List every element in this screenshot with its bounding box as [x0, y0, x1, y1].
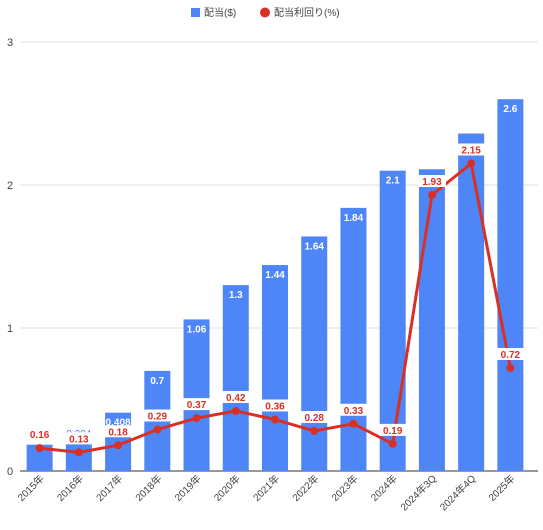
x-tick-label: 2025年	[486, 472, 518, 504]
x-tick-label: 2023年	[329, 472, 361, 504]
y-tick-label: 3	[7, 37, 13, 49]
bar	[418, 169, 445, 471]
x-tick-label: 2024年4Q	[437, 472, 479, 514]
line-value-label: 2.15	[461, 146, 481, 157]
legend: 配当($) 配当利回り(%)	[191, 6, 340, 19]
bar	[340, 207, 367, 471]
line-point	[467, 159, 476, 168]
line-value-label: 0.37	[187, 400, 207, 411]
line-point	[153, 425, 162, 434]
line-series	[35, 159, 515, 457]
line-point	[349, 419, 358, 428]
y-tick-label: 2	[7, 180, 13, 192]
line-value-label: 0.19	[383, 426, 403, 437]
bar-value-label: 1.84	[344, 213, 364, 224]
x-tick-label: 2018年	[132, 472, 164, 504]
line-label-background	[182, 398, 211, 411]
bar	[65, 441, 92, 471]
line-point	[231, 406, 240, 415]
bar	[301, 236, 328, 471]
line-label-background	[378, 423, 407, 436]
x-tick-label: 2022年	[289, 472, 321, 504]
legend-label-bar: 配当($)	[204, 6, 236, 19]
x-tick-label: 2020年	[211, 472, 243, 504]
y-tick-label: 0	[7, 466, 13, 478]
bar-value-label: 1.06	[187, 324, 207, 335]
line-point	[427, 191, 436, 200]
x-tick-label: 2021年	[250, 472, 282, 504]
bar-value-label: 0.408	[106, 418, 131, 429]
bar-value-label: 2.6	[503, 104, 517, 115]
bar-value-label: 2.1	[386, 176, 400, 187]
bar	[497, 99, 524, 471]
line-value-label: 0.42	[226, 393, 246, 404]
bar	[458, 133, 485, 471]
line-label-background	[496, 348, 525, 361]
line-value-label: 0.72	[501, 350, 521, 361]
bar	[262, 265, 288, 471]
bar	[379, 170, 406, 471]
line-label-background	[64, 432, 93, 445]
legend-swatch-bar	[191, 8, 200, 17]
line-value-label: 0.36	[265, 402, 285, 413]
x-tick-label: 2016年	[54, 472, 86, 504]
line-point	[388, 439, 397, 448]
x-tick-label: 2024年	[368, 472, 400, 504]
line-value-label: 0.13	[69, 434, 89, 445]
line-value-label: 0.29	[148, 412, 168, 423]
line-label-background	[261, 399, 289, 412]
y-axis: 0 1 2 3	[7, 37, 13, 478]
x-tick-label: 2017年	[93, 472, 125, 504]
line-point	[114, 441, 123, 450]
x-axis: 2015年 2016年 2017年 2018年 2019年 2020年 2021年 2022年…	[15, 472, 518, 514]
line-point	[74, 448, 83, 457]
line-label-background	[143, 409, 172, 422]
line-label-background	[457, 143, 486, 156]
line-label-background	[300, 410, 329, 423]
bar-value-label: 1.3	[229, 290, 243, 301]
line-value-label: 0.33	[344, 406, 364, 417]
line-value-label: 1.93	[422, 177, 442, 188]
line-label-background	[25, 428, 54, 441]
bar	[222, 285, 249, 471]
line-point	[35, 444, 44, 453]
line-label-background	[221, 390, 250, 403]
x-tick-label: 2019年	[172, 472, 204, 504]
line-label-background	[339, 403, 368, 416]
y-tick-label: 1	[7, 323, 13, 335]
bar	[183, 319, 210, 471]
line-labels: 0.16 0.13 0.18 0.29 0.37 0.42 0.36 0.28 0.33 0.19…	[25, 143, 525, 445]
bar-series	[26, 99, 524, 471]
line-value-label: 0.16	[30, 430, 50, 441]
x-tick-label: 2015年	[15, 472, 47, 504]
line-point	[506, 364, 515, 373]
x-tick-label: 2024年3Q	[398, 472, 440, 514]
line-value-label: 0.18	[108, 427, 128, 438]
legend-swatch-line	[260, 7, 270, 18]
line-label-background	[104, 425, 133, 438]
bar-value-label: 0.7	[150, 376, 164, 387]
line-value-label: 0.28	[304, 413, 324, 424]
line-point	[192, 414, 201, 423]
line-label-background	[417, 175, 446, 188]
bar-value-label: 1.44	[265, 270, 285, 281]
line-point	[271, 415, 279, 424]
line-point	[310, 426, 319, 435]
legend-label-line: 配当利回り(%)	[274, 6, 340, 19]
bar-value-label: 1.64	[304, 241, 324, 252]
